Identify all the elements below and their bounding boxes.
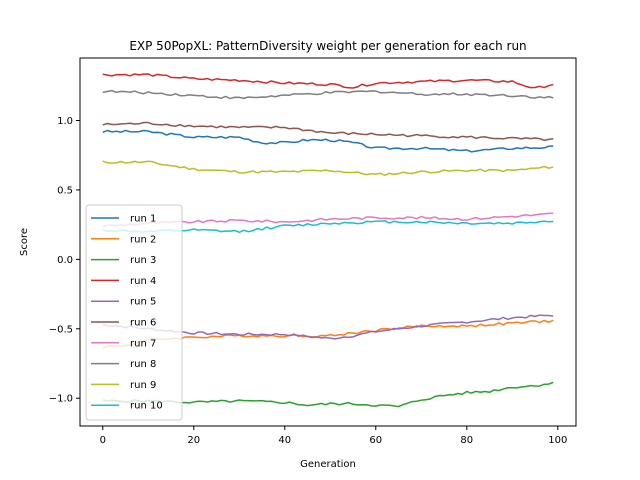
x-tick-label: 40 <box>278 435 291 446</box>
series-line-8 <box>102 89 554 100</box>
legend-label: run 10 <box>130 401 163 412</box>
y-tick-label: 1.0 <box>57 116 73 127</box>
legend: run 1 run 2 run 3 run 4 run 5 run 6 run 7 run 8… <box>85 204 183 421</box>
legend-label: run 5 <box>130 297 156 308</box>
x-tick-label: 80 <box>460 435 473 446</box>
legend-box <box>85 204 183 421</box>
legend-label: run 8 <box>130 359 156 370</box>
series-line-6 <box>102 121 554 142</box>
legend-label: run 6 <box>130 318 156 329</box>
x-axis: 0 20 40 60 80 100 <box>100 426 567 446</box>
series-line-9 <box>102 160 554 177</box>
x-tick-label: 0 <box>100 435 106 446</box>
legend-label: run 9 <box>130 380 156 391</box>
y-axis-label: Score <box>19 228 30 256</box>
legend-label: run 4 <box>130 276 156 287</box>
plot-frame <box>79 57 577 427</box>
y-tick-label: 0.5 <box>57 185 73 196</box>
x-tick-label: 20 <box>187 435 200 446</box>
legend-label: run 7 <box>130 338 156 349</box>
legend-label: run 3 <box>130 255 156 266</box>
x-tick-label: 100 <box>548 435 567 446</box>
y-tick-label: −0.5 <box>49 324 73 335</box>
x-tick-label: 60 <box>369 435 382 446</box>
y-tick-label: 0.0 <box>57 255 73 266</box>
y-tick-label: −1.0 <box>49 394 73 405</box>
series-line-1 <box>102 129 554 153</box>
y-axis: −1.0 −0.5 0.0 0.5 1.0 <box>49 116 80 405</box>
x-axis-label: Generation <box>300 459 356 470</box>
chart-title: EXP 50PopXL: PatternDiversity weight per… <box>129 39 526 53</box>
series-line-4 <box>102 73 554 89</box>
legend-label: run 2 <box>130 234 156 245</box>
legend-label: run 1 <box>130 214 156 225</box>
